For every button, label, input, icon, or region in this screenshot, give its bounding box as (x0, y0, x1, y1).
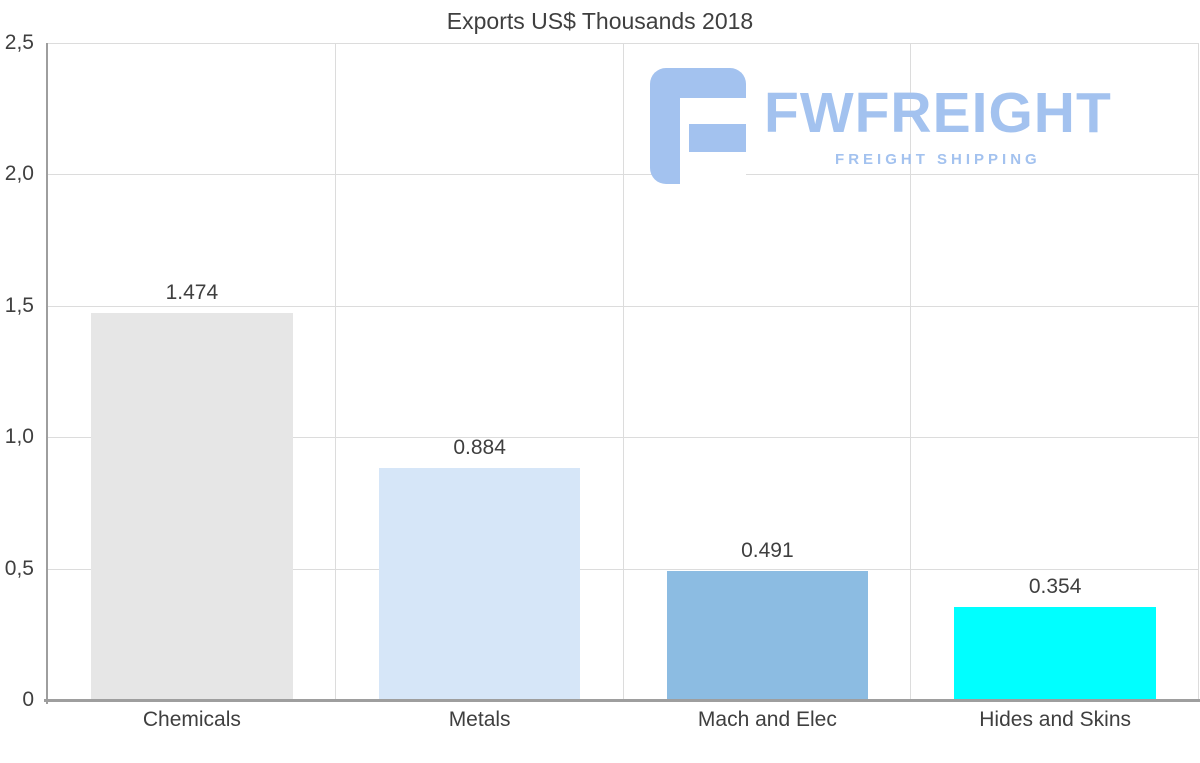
bar-value-label: 0.354 (1028, 574, 1082, 598)
x-category-label: Chemicals (142, 708, 241, 731)
gridline-horizontal (48, 568, 1199, 570)
chart-title: Exports US$ Thousands 2018 (446, 8, 754, 34)
bar-hides-and-skins (954, 606, 1156, 700)
gridline-horizontal (48, 174, 1199, 176)
brand-text: FWFREIGHT FREIGHT SHIPPING (764, 80, 1112, 168)
gridline-vertical (622, 43, 624, 700)
plot-area: 1.474 0.884 0.491 0.354 (48, 43, 1199, 700)
y-tick-label: 2,0 (4, 162, 34, 186)
x-category-label: Metals (448, 708, 511, 731)
brand-name: FWFREIGHT (764, 80, 1112, 145)
gridline-horizontal (48, 305, 1199, 307)
bar-chemicals (91, 312, 293, 700)
x-axis: Chemicals Metals Mach and Elec Hides and Sk… (48, 704, 1199, 744)
y-tick-label: 1,0 (4, 425, 34, 449)
gridline-vertical (910, 43, 912, 700)
y-axis: 0 0,5 1,0 1,5 2,0 2,5 (0, 31, 40, 711)
bar-value-label: 1.474 (165, 280, 219, 304)
brand-logo-icon (650, 68, 746, 184)
watermark: FWFREIGHT FREIGHT SHIPPING (650, 66, 1112, 186)
bar-value-label: 0.884 (453, 435, 506, 459)
x-category-label: Mach and Elec (697, 708, 837, 731)
gridline-horizontal (48, 43, 1199, 44)
y-axis-line (46, 43, 48, 704)
brand-tagline: FREIGHT SHIPPING (835, 150, 1041, 168)
x-category-label: Hides and Skins (979, 708, 1131, 731)
bar-value-label: 0.491 (741, 538, 794, 562)
y-tick-label: 0 (22, 688, 34, 711)
gridline-vertical (1198, 43, 1199, 700)
gridline-horizontal (48, 437, 1199, 439)
x-axis-line (44, 699, 1200, 702)
bar-metals (378, 467, 581, 700)
y-tick-label: 0,5 (4, 556, 34, 580)
gridline-vertical (334, 43, 336, 700)
bar-mach-and-elec (666, 570, 869, 700)
y-tick-label: 1,5 (4, 293, 34, 317)
y-tick-label: 2,5 (4, 31, 34, 54)
